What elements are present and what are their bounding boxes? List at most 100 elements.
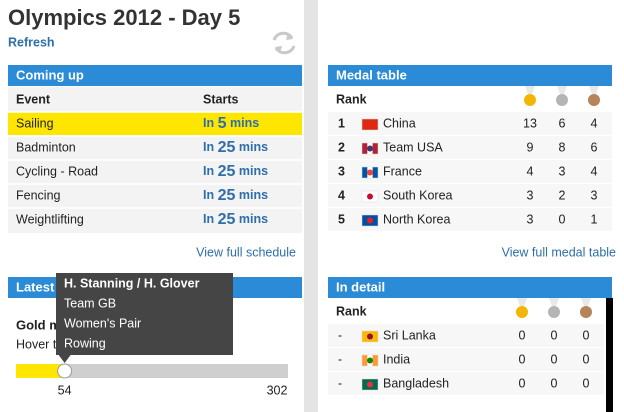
tooltip-line: H. Stanning / H. Glover bbox=[64, 276, 200, 290]
tooltip bbox=[56, 273, 233, 363]
tooltip-line: Team GB bbox=[64, 296, 116, 310]
medal-icon bbox=[548, 306, 560, 318]
bronze-count: 4 bbox=[591, 116, 598, 130]
medal-ribbon bbox=[557, 86, 567, 94]
medal-ribbon bbox=[589, 86, 599, 94]
row-bg bbox=[328, 208, 612, 231]
event-name: Badminton bbox=[16, 140, 76, 154]
rank: - bbox=[338, 328, 342, 342]
silver-count: 6 bbox=[559, 116, 566, 130]
start-time: In 25 mins bbox=[203, 211, 268, 228]
rank: 3 bbox=[338, 164, 345, 178]
flag bbox=[367, 357, 373, 364]
medal-ribbon bbox=[549, 298, 559, 306]
medal-icon bbox=[524, 94, 536, 106]
silver-count: 0 bbox=[551, 376, 558, 390]
refresh-icon[interactable] bbox=[272, 31, 296, 55]
start-prefix: In bbox=[203, 164, 214, 178]
gold-count: 13 bbox=[523, 116, 537, 130]
section-bar bbox=[328, 277, 612, 298]
silver-count: 2 bbox=[559, 188, 566, 202]
section-title: Coming up bbox=[16, 67, 84, 82]
gold-count: 0 bbox=[519, 328, 526, 342]
latest-hint: Hover t bbox=[16, 337, 57, 351]
row-bg bbox=[328, 160, 612, 183]
section-title: Medal table bbox=[336, 67, 407, 82]
country: North Korea bbox=[383, 212, 450, 226]
country: India bbox=[383, 352, 410, 366]
row-bg bbox=[328, 372, 604, 395]
start-unit: mins bbox=[239, 188, 268, 202]
country: France bbox=[383, 164, 422, 178]
start-number: 25 bbox=[218, 139, 236, 156]
latest-heading: Gold m bbox=[16, 317, 61, 332]
gold-count: 4 bbox=[527, 164, 534, 178]
row-bg bbox=[328, 348, 604, 371]
gold-count: 0 bbox=[519, 376, 526, 390]
rank: - bbox=[338, 352, 342, 366]
rank: 4 bbox=[338, 188, 345, 202]
section-bar bbox=[8, 65, 302, 86]
flag bbox=[367, 193, 373, 200]
flag bbox=[367, 333, 373, 340]
gold-count: 9 bbox=[527, 140, 534, 154]
slider-fill bbox=[16, 364, 65, 378]
section-title: In detail bbox=[336, 279, 385, 294]
column-header: Rank bbox=[336, 92, 367, 106]
country: Team USA bbox=[383, 140, 443, 154]
slider-thumb[interactable] bbox=[57, 363, 73, 379]
start-unit: mins bbox=[239, 212, 268, 226]
slider-track bbox=[16, 364, 288, 378]
event-name: Fencing bbox=[16, 188, 61, 202]
slider-max-label: 302 bbox=[267, 383, 288, 397]
column-header: Rank bbox=[336, 304, 367, 318]
column-header: Event bbox=[16, 92, 51, 106]
flag bbox=[367, 169, 373, 176]
country: South Korea bbox=[383, 188, 453, 202]
scrollbar[interactable] bbox=[606, 298, 613, 412]
silver-count: 0 bbox=[551, 352, 558, 366]
start-unit: mins bbox=[230, 116, 259, 130]
start-time: In 25 mins bbox=[203, 163, 268, 180]
event-name: Sailing bbox=[16, 116, 54, 130]
rank: - bbox=[338, 376, 342, 390]
tooltip-line: Rowing bbox=[64, 336, 106, 350]
gold-count: 3 bbox=[527, 212, 534, 226]
bronze-count: 1 bbox=[591, 212, 598, 226]
start-number: 25 bbox=[218, 163, 236, 180]
row-bg bbox=[328, 184, 612, 207]
medal-icon bbox=[516, 306, 528, 318]
highlight-row bbox=[8, 112, 302, 135]
section-bar bbox=[328, 65, 612, 86]
rank: 1 bbox=[338, 116, 345, 130]
silver-count: 0 bbox=[559, 212, 566, 226]
medal-icon bbox=[580, 306, 592, 318]
silver-count: 0 bbox=[551, 328, 558, 342]
event-name: Cycling - Road bbox=[16, 164, 98, 178]
gold-count: 0 bbox=[519, 352, 526, 366]
medal-icon bbox=[588, 94, 600, 106]
medal-ribbon bbox=[581, 298, 591, 306]
medal-ribbon bbox=[525, 86, 535, 94]
bronze-count: 0 bbox=[583, 352, 590, 366]
column-header: Starts bbox=[203, 92, 238, 106]
bronze-count: 3 bbox=[591, 188, 598, 202]
row-bg bbox=[328, 112, 612, 135]
medal-link[interactable]: View full medal table bbox=[502, 245, 616, 259]
silver-count: 3 bbox=[559, 164, 566, 178]
schedule-link[interactable]: View full schedule bbox=[196, 245, 296, 259]
row-bg bbox=[328, 324, 604, 347]
rank: 2 bbox=[338, 140, 345, 154]
tooltip-line: Women's Pair bbox=[64, 316, 141, 330]
start-time: In 5 mins bbox=[203, 115, 259, 132]
start-prefix: In bbox=[203, 212, 214, 226]
start-time: In 25 mins bbox=[203, 187, 268, 204]
flag bbox=[367, 217, 373, 224]
refresh-link[interactable]: Refresh bbox=[8, 35, 55, 49]
bronze-count: 0 bbox=[583, 328, 590, 342]
bronze-count: 0 bbox=[583, 376, 590, 390]
flag bbox=[361, 118, 379, 131]
start-unit: mins bbox=[239, 164, 268, 178]
start-prefix: In bbox=[203, 116, 214, 130]
